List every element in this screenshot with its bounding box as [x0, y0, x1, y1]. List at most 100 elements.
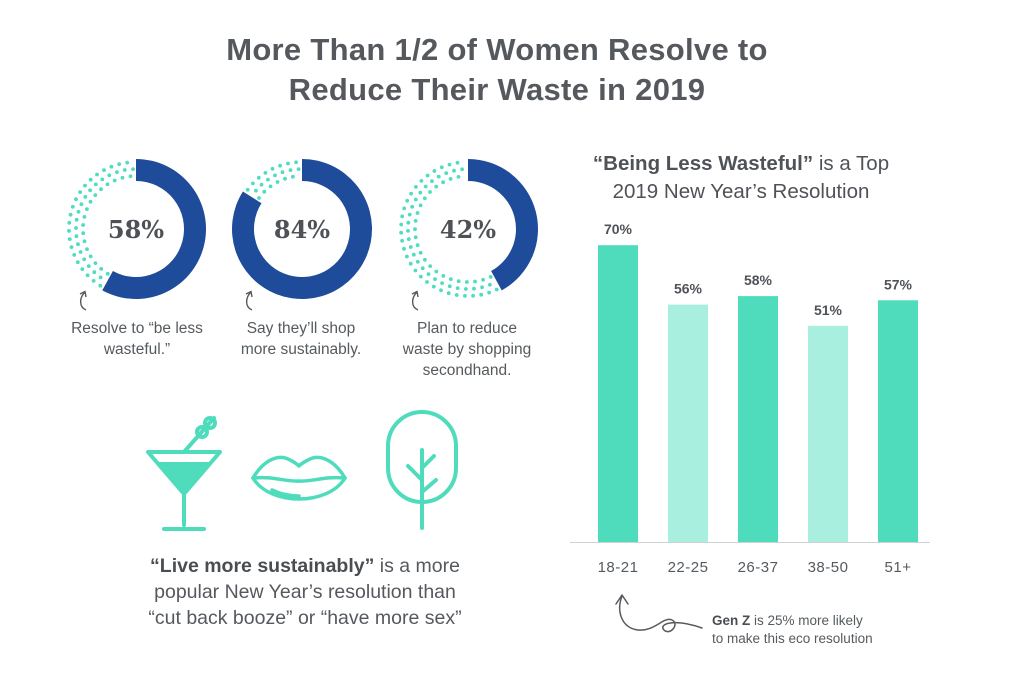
donut-value-arc: [232, 159, 373, 299]
bar-26-37: [738, 296, 778, 542]
curved-arrow-icon: [411, 290, 419, 311]
donut-remainder-dot: [472, 286, 476, 291]
donut-remainder-dot: [452, 168, 456, 173]
donut-remainder-dot: [88, 177, 93, 182]
donut-remainder-dot: [418, 250, 423, 255]
donut-remainder-dot: [400, 238, 404, 243]
donut-remainder-dot: [431, 284, 436, 289]
donut-remainder-dot: [455, 160, 460, 165]
donut-remainder-dot: [413, 197, 418, 202]
donut-remainder-dot: [448, 177, 453, 181]
donut-remainder-dot: [122, 168, 127, 172]
chart-title: “Being Less Wasteful” is a Top 2019 New …: [558, 150, 924, 206]
caption-line: Say they’ll shop: [246, 320, 356, 337]
donut-remainder-dot: [426, 272, 431, 276]
donut-remainder-dot: [399, 222, 404, 227]
caption-line: more sustainably.: [240, 341, 362, 358]
donut-remainder-dot: [434, 184, 439, 189]
bar-value-label: 56%: [674, 281, 703, 297]
bar-value-label: 70%: [604, 221, 633, 237]
donut-percent: 58%: [107, 214, 165, 244]
donut-remainder-dot: [75, 260, 80, 265]
donut-remainder-dot: [423, 257, 427, 262]
donut-remainder-dot: [83, 195, 88, 199]
donut-remainder-dot: [283, 176, 287, 181]
donut-remainder-dot: [419, 179, 424, 183]
donut-remainder-dot: [420, 266, 425, 271]
donut-remainder-dot: [112, 178, 117, 183]
caption-line: wasteful.”: [103, 341, 171, 358]
donut-remainder-dot: [67, 229, 71, 233]
quote-line-2: popular New Year’s resolution than: [154, 581, 456, 603]
chart-title-highlight: “Being Less Wasteful”: [592, 152, 814, 175]
chart-title-line-2: 2019 New Year’s Resolution: [612, 180, 870, 203]
x-tick-label: 51+: [885, 559, 912, 576]
title-line-1: More Than 1/2 of Women Resolve to: [226, 32, 768, 67]
donut-remainder-dot: [440, 281, 444, 285]
donut-remainder-dot: [410, 204, 415, 209]
donut-remainder-dot: [93, 193, 98, 197]
donut-remainder-dot: [82, 239, 87, 244]
caption-line: Resolve to “be less: [71, 320, 203, 337]
bar-value-label: 51%: [814, 302, 843, 318]
quote-highlight: “Live more sustainably”: [150, 555, 375, 577]
donut-ring: [67, 159, 207, 299]
donut-remainder-dot: [428, 264, 433, 268]
donut-remainder-dot: [79, 202, 84, 207]
note-line-1: Gen Z is 25% more likely: [712, 612, 932, 630]
curved-arrow-icon: [245, 290, 253, 311]
donut-remainder-dot: [88, 188, 92, 193]
donut-percent: 42%: [439, 214, 497, 244]
donut-remainder-dot: [82, 215, 87, 219]
donut-remainder-dot: [102, 168, 106, 172]
page-title: More Than 1/2 of Women Resolve to Reduce…: [0, 30, 994, 110]
donut-remainder-dot: [270, 166, 275, 171]
donut-remainder-dot: [415, 259, 420, 264]
donut-remainder-dot: [70, 204, 75, 209]
donut-remainder-dot: [425, 173, 430, 178]
donut-remainder-dot: [98, 283, 103, 288]
x-tick-label: 18-21: [598, 559, 639, 576]
quote-line1-rest: is a more: [374, 555, 460, 577]
donut-remainder-dot: [399, 230, 403, 235]
donut-remainder-dot: [263, 171, 268, 175]
donut-value-arc: [468, 159, 538, 291]
bar-22-25: [668, 304, 708, 542]
donut-remainder-dot: [91, 279, 96, 283]
donut-remainder-dot: [418, 274, 423, 279]
donut-remainder-dot: [405, 198, 410, 203]
donut-remainder-dot: [72, 253, 77, 257]
donut-remainder-dot: [432, 169, 437, 173]
note-line1-rest: is 25% more likely: [750, 613, 863, 628]
donut-chart-shop: 84%: [230, 157, 374, 301]
x-tick-label: 22-25: [668, 559, 709, 576]
bar-value-label: 57%: [884, 276, 913, 292]
donut-remainder-dot: [76, 209, 81, 214]
donut-remainder-dot: [423, 184, 428, 189]
donut-remainder-dot: [268, 184, 273, 189]
donut-ring: [399, 159, 538, 298]
caption-line: waste by shopping: [402, 341, 532, 358]
donut-remainder-dot: [120, 175, 125, 180]
donut-remainder-dot: [473, 279, 477, 284]
donut-remainder-dot: [446, 291, 451, 296]
donut-ring: [232, 159, 373, 299]
donut-chart-waste: 58%: [64, 157, 208, 301]
donut-percent: 84%: [273, 214, 331, 244]
donut-remainder-dot: [95, 172, 99, 177]
donut-remainder-dot: [402, 246, 406, 251]
donut-remainder-dot: [74, 234, 79, 239]
donut-remainder-dot: [400, 214, 405, 219]
donut-remainder-dot: [254, 188, 258, 193]
donut-remainder-dot: [125, 160, 130, 165]
donut-caption-waste: Resolve to “be less wasteful.”: [52, 318, 222, 360]
donut-remainder-dot: [256, 175, 261, 180]
donut-remainder-dot: [93, 261, 98, 265]
donut-remainder-dot: [406, 237, 411, 241]
tree-icon: [386, 410, 458, 530]
donut-remainder-dot: [128, 174, 133, 179]
curved-arrow-icon: [79, 290, 87, 311]
donut-remainder-dot: [291, 174, 295, 179]
donut-remainder-dot: [78, 250, 83, 254]
sustainability-quote: “Live more sustainably” is a more popula…: [100, 553, 510, 631]
